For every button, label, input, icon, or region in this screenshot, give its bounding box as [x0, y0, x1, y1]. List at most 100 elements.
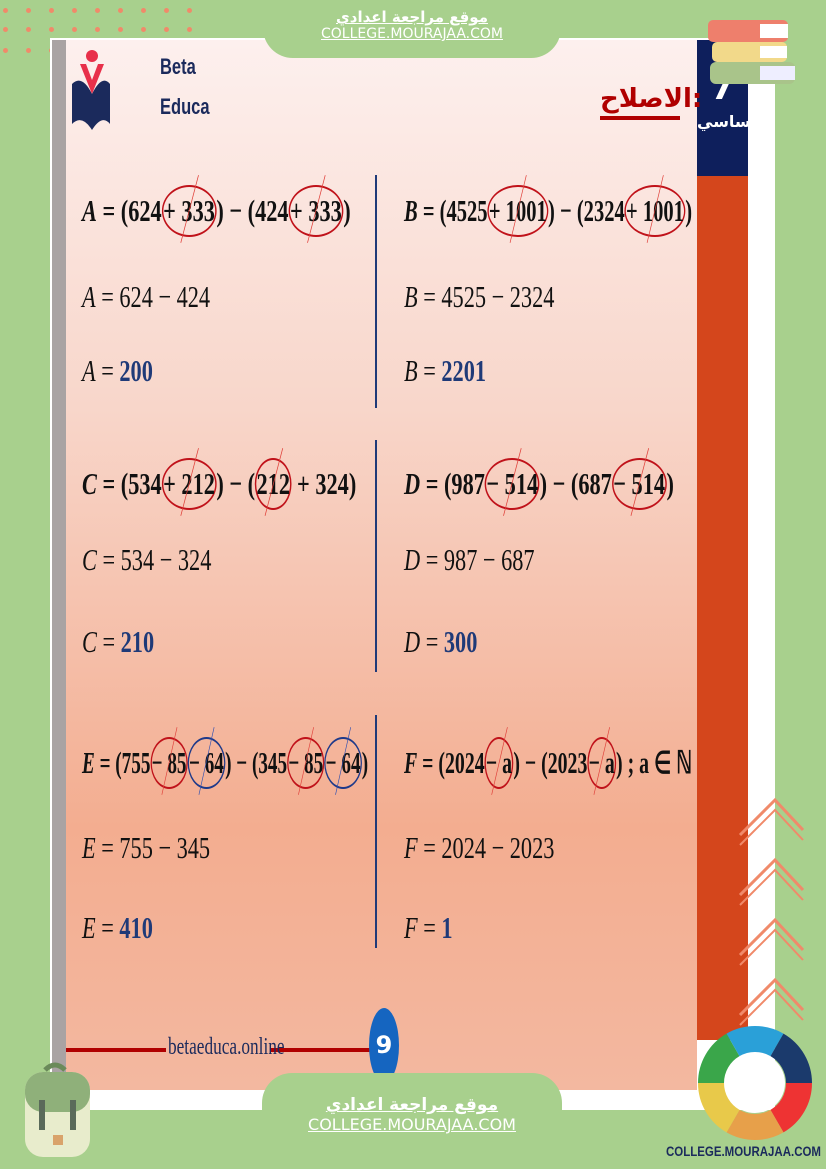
cancelled-term: + 1001 [624, 185, 686, 237]
exercise-b-line-3: B = 2201 [404, 351, 486, 391]
cancelled-term: − a [484, 737, 514, 789]
dot [187, 27, 192, 32]
expression-text: = 624 − 424 [95, 279, 211, 314]
page-number: 9 [369, 1008, 399, 1083]
dot [95, 8, 100, 13]
expression-text: + 324) [291, 466, 357, 501]
dot [164, 8, 169, 13]
chevron-up-icon [738, 797, 805, 846]
exercise-f-line-1: F = (2024− a) − (2023− a) ; a ∈ ℕ [404, 737, 692, 789]
exercise-e-line-2: E = 755 − 345 [82, 828, 210, 868]
logo-book-icon [72, 50, 110, 130]
footer-site-banner[interactable]: موقع مراجعة اعدادي COLLEGE.MOURAJAA.COM [262, 1073, 562, 1169]
dot [187, 8, 192, 13]
left-margin-strip [52, 40, 66, 1090]
column-divider [375, 440, 377, 672]
expression-text: = (534 [96, 466, 162, 501]
variable-name: F [404, 830, 418, 865]
expression-text: = 2024 − 2023 [417, 830, 555, 865]
exercise-c-line-3: C = 210 [82, 622, 154, 662]
cancelled-term: − 514 [484, 458, 540, 510]
variable-name: C [82, 466, 97, 501]
expression-text: = (624 [96, 193, 162, 228]
result-value: 2201 [441, 353, 487, 388]
result-value: 200 [119, 353, 153, 388]
variable-name: F [404, 745, 418, 780]
dot [72, 8, 77, 13]
exercise-d-line-3: D = 300 [404, 622, 477, 662]
variable-name: D [404, 542, 421, 577]
exercise-c-line-1: C = (534+ 212) − (212 + 324) [82, 458, 356, 510]
cancelled-term: − 85 [150, 737, 188, 789]
site-url[interactable]: COLLEGE.MOURAJAA.COM [321, 26, 503, 42]
dot [3, 27, 8, 32]
exercise-f-line-2: F = 2024 − 2023 [404, 828, 554, 868]
dot [49, 27, 54, 32]
variable-name: B [404, 353, 418, 388]
variable-name: D [404, 466, 421, 501]
result-value: 1 [441, 910, 453, 945]
dot [164, 27, 169, 32]
chevron-up-icon [738, 857, 805, 906]
expression-text: ) [666, 466, 674, 501]
expression-text: = [417, 353, 442, 388]
dot [49, 8, 54, 13]
cancelled-term: + 212 [161, 458, 217, 510]
footer-site-name: موقع مراجعة اعدادي [325, 1095, 499, 1115]
beta-educa-logo: Beta Educa [70, 44, 210, 132]
dot [3, 8, 8, 13]
exercise-a-line-3: A = 200 [82, 351, 153, 391]
variable-name: B [404, 193, 418, 228]
expression-text: = (2024 [417, 745, 485, 780]
expression-text: = 4525 − 2324 [417, 279, 555, 314]
cancelled-term: + 1001 [487, 185, 549, 237]
dot [3, 48, 8, 53]
cancelled-term: − a [587, 737, 617, 789]
exercise-b-line-2: B = 4525 − 2324 [404, 277, 554, 317]
variable-name: E [82, 745, 95, 780]
expression-text: ) − (687 [539, 466, 612, 501]
expression-text: ) [343, 193, 351, 228]
cancelled-term: − 514 [611, 458, 667, 510]
footer-site-url[interactable]: COLLEGE.MOURAJAA.COM [308, 1115, 516, 1134]
variable-name: B [404, 279, 418, 314]
chevron-up-icon [738, 917, 805, 966]
school-subjects-wheel-icon [698, 1026, 812, 1140]
dot [141, 8, 146, 13]
variable-name: E [82, 910, 96, 945]
dot [95, 27, 100, 32]
expression-text: = [420, 624, 444, 659]
result-value: 210 [120, 624, 155, 659]
exercise-a-line-2: A = 624 − 424 [82, 277, 210, 317]
expression-text: ) [361, 745, 369, 780]
exercise-d-line-2: D = 987 − 687 [404, 540, 535, 580]
dot [118, 8, 123, 13]
cancelled-term: − 64 [187, 737, 226, 789]
expression-text: = [95, 353, 120, 388]
books-icon [708, 20, 795, 84]
variable-name: A [82, 193, 97, 228]
expression-text: = 987 − 687 [420, 542, 535, 577]
content-panel [52, 40, 697, 1090]
variable-name: C [82, 624, 97, 659]
cancelled-term: − 85 [287, 737, 325, 789]
site-badge-url[interactable]: COLLEGE.MOURAJAA.COM [666, 1143, 821, 1159]
header-site-banner[interactable]: موقع مراجعة اعدادي COLLEGE.MOURAJAA.COM [263, 0, 561, 58]
exercise-c-line-2: C = 534 − 324 [82, 540, 211, 580]
footer-website[interactable]: betaeduca.online [168, 1034, 285, 1060]
logo-line1: Beta [160, 54, 196, 79]
site-name: موقع مراجعة اعدادي [336, 8, 488, 26]
variable-name: D [404, 624, 421, 659]
cancelled-term: − 64 [324, 737, 362, 789]
dot [141, 27, 146, 32]
variable-name: C [82, 542, 97, 577]
expression-text: = [96, 624, 121, 659]
footer-rule-right [270, 1048, 370, 1052]
sidebar-orange-band [697, 176, 748, 1040]
grade-level: اساسي [697, 112, 757, 131]
expression-text: = 755 − 345 [95, 830, 211, 865]
variable-name: F [404, 910, 418, 945]
dot [26, 48, 31, 53]
exercise-e-line-3: E = 410 [82, 908, 153, 948]
result-value: 300 [443, 624, 478, 659]
